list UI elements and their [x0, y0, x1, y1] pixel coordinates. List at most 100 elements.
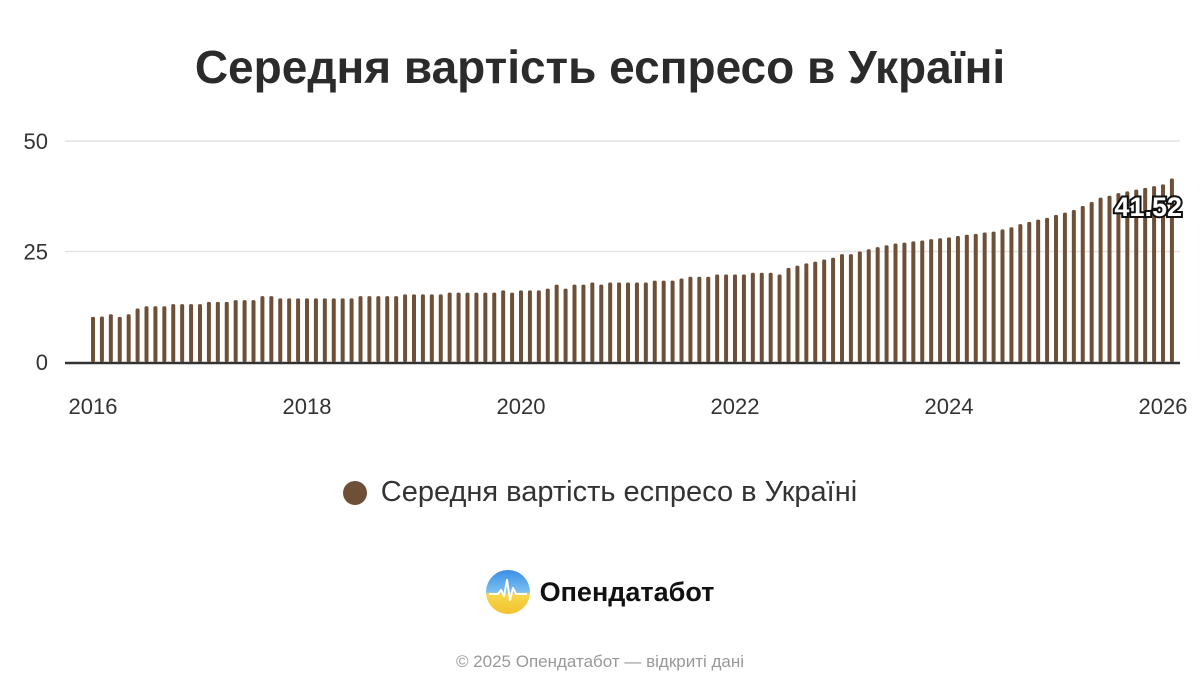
- bar: [973, 233, 978, 362]
- bar: [938, 238, 943, 362]
- bar: [206, 301, 211, 362]
- bar: [857, 251, 862, 362]
- bar: [652, 280, 657, 362]
- x-tick-label: 2018: [283, 394, 332, 419]
- bar: [367, 296, 372, 362]
- bar: [527, 290, 532, 362]
- bar: [626, 282, 630, 362]
- bar: [590, 282, 595, 362]
- bar: [456, 292, 461, 362]
- bar: [1027, 221, 1032, 362]
- bar: [305, 298, 309, 362]
- legend[interactable]: Середня вартість еспресо в Україні: [0, 476, 1200, 509]
- bar: [982, 232, 987, 362]
- bar: [688, 276, 693, 362]
- bar: [679, 278, 684, 362]
- bar: [1107, 195, 1112, 362]
- bar: [1134, 189, 1139, 362]
- bar: [394, 296, 399, 362]
- bar: [322, 298, 327, 362]
- bar: [715, 274, 720, 362]
- bar: [189, 304, 194, 362]
- bar: [108, 314, 113, 362]
- bar: [920, 240, 925, 362]
- bar: [777, 274, 782, 362]
- bar: [572, 284, 577, 362]
- footer-copyright: © 2025 Опендатабот — відкриті дані: [455, 652, 745, 671]
- bar: [1089, 201, 1094, 362]
- opendatabot-logo-icon: [485, 570, 530, 614]
- bar: [269, 296, 274, 362]
- bar: [884, 245, 889, 362]
- bar: [866, 249, 871, 362]
- y-tick-label: 0: [36, 350, 48, 375]
- bar: [947, 237, 951, 362]
- bar: [733, 274, 737, 362]
- bar: [545, 288, 550, 362]
- legend-marker-icon: [342, 480, 367, 505]
- bar: [99, 316, 104, 362]
- bar: [1116, 193, 1121, 362]
- bar: [608, 282, 613, 362]
- bar: [1152, 186, 1157, 362]
- last-value-label: 41.52: [1114, 192, 1182, 222]
- bar: [91, 316, 95, 362]
- bar: [519, 290, 523, 362]
- bar: [536, 290, 541, 362]
- bar: [1169, 178, 1174, 362]
- bar: [795, 265, 800, 362]
- bar-chart: 0 25 50 2016 2018 2020 2022 2024 2026 41.52: [24, 129, 1188, 419]
- bar: [670, 280, 675, 362]
- x-tick-label: 2024: [925, 394, 974, 419]
- bar: [162, 306, 167, 362]
- bar: [242, 300, 247, 362]
- bar: [215, 301, 220, 362]
- bar: [902, 242, 907, 362]
- bar: [831, 257, 836, 362]
- bar: [492, 292, 497, 362]
- bar: [224, 301, 229, 362]
- bar: [349, 298, 354, 362]
- bar: [563, 288, 568, 362]
- bar: [296, 298, 301, 362]
- bar: [135, 308, 140, 362]
- bar: [1018, 224, 1023, 362]
- bar: [474, 292, 479, 362]
- bar: [929, 239, 934, 362]
- x-tick-label: 2016: [69, 394, 118, 419]
- bar: [198, 304, 202, 362]
- bar: [1045, 217, 1050, 362]
- brand: Опендатабот: [0, 570, 1200, 614]
- bar: [233, 300, 238, 362]
- bar: [1054, 214, 1058, 362]
- bar: [126, 314, 131, 362]
- bar: [376, 296, 381, 362]
- bar: [741, 274, 746, 362]
- bar: [501, 290, 506, 362]
- bar: [768, 272, 773, 362]
- bar: [955, 236, 960, 362]
- bar: [804, 263, 809, 362]
- bar: [840, 254, 844, 362]
- bar: [1000, 229, 1005, 362]
- bar: [385, 296, 390, 362]
- bar: [750, 272, 755, 362]
- bar: [822, 259, 827, 362]
- bar: [180, 304, 185, 362]
- bar: [1071, 209, 1076, 362]
- bar: [438, 294, 443, 362]
- chart-title: Середня вартість еспресо в Україні: [194, 41, 1006, 93]
- bar: [153, 306, 158, 362]
- bar: [340, 298, 345, 362]
- bar: [911, 241, 916, 362]
- x-tick-label: 2026: [1139, 394, 1188, 419]
- bar: [599, 284, 604, 362]
- bar: [893, 243, 898, 362]
- bar: [875, 247, 880, 362]
- bar: [724, 274, 729, 362]
- brand-name: Опендатабот: [539, 576, 715, 607]
- bar: [697, 276, 702, 362]
- bar: [251, 300, 256, 362]
- bar: [278, 298, 283, 362]
- bar: [991, 231, 996, 362]
